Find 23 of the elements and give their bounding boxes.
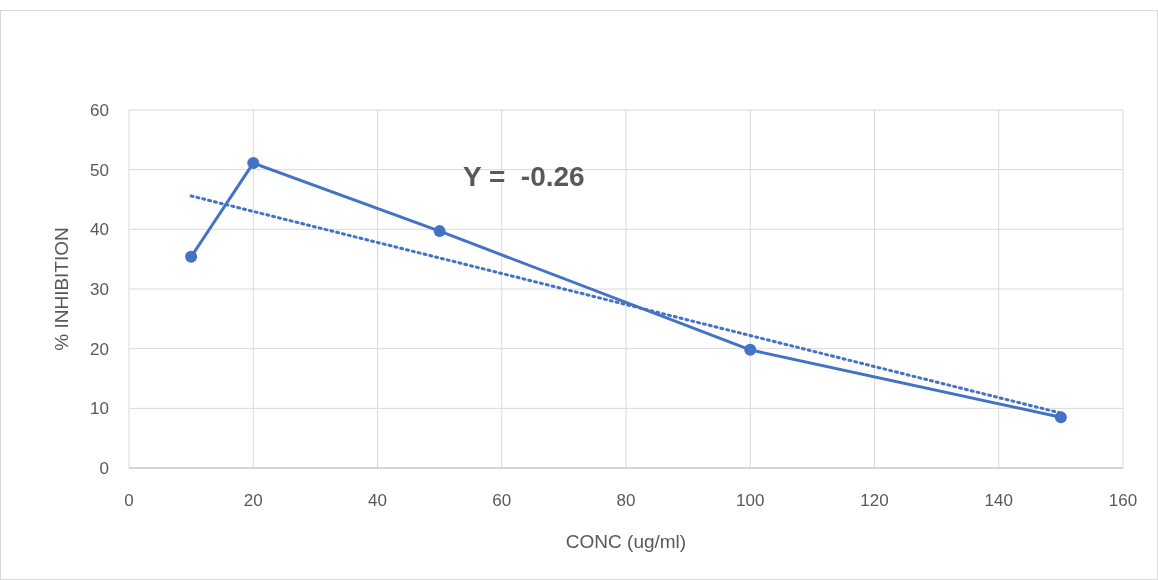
x-axis-title: CONC (ug/ml) bbox=[565, 531, 687, 552]
x-tick-label: 100 bbox=[736, 491, 765, 510]
point bbox=[247, 157, 260, 170]
y-axis-title: % INHIBITION bbox=[51, 227, 72, 351]
y-tick-label: 0 bbox=[99, 458, 109, 478]
y-tick-label: 30 bbox=[90, 279, 109, 299]
y-tick-label: 10 bbox=[90, 399, 109, 419]
x-tick-label: 140 bbox=[984, 491, 1013, 510]
annotation: Y = -0.26 bbox=[463, 161, 585, 192]
x-tick-label: 0 bbox=[124, 491, 134, 510]
point bbox=[744, 343, 757, 356]
x-tick-label: 20 bbox=[243, 491, 263, 510]
y-tick-label: 50 bbox=[90, 160, 109, 180]
y-tick-label: 20 bbox=[90, 339, 109, 359]
y-tick-label: 60 bbox=[90, 100, 109, 120]
point bbox=[433, 225, 446, 238]
x-tick-label: 80 bbox=[616, 491, 636, 510]
x-tick-label: 60 bbox=[492, 491, 512, 510]
x-tick-label: 120 bbox=[860, 491, 889, 510]
x-tick-label: 160 bbox=[1108, 491, 1138, 510]
x-tick-label: 40 bbox=[368, 491, 387, 510]
y-tick-label: 40 bbox=[90, 220, 109, 240]
point bbox=[185, 250, 198, 263]
